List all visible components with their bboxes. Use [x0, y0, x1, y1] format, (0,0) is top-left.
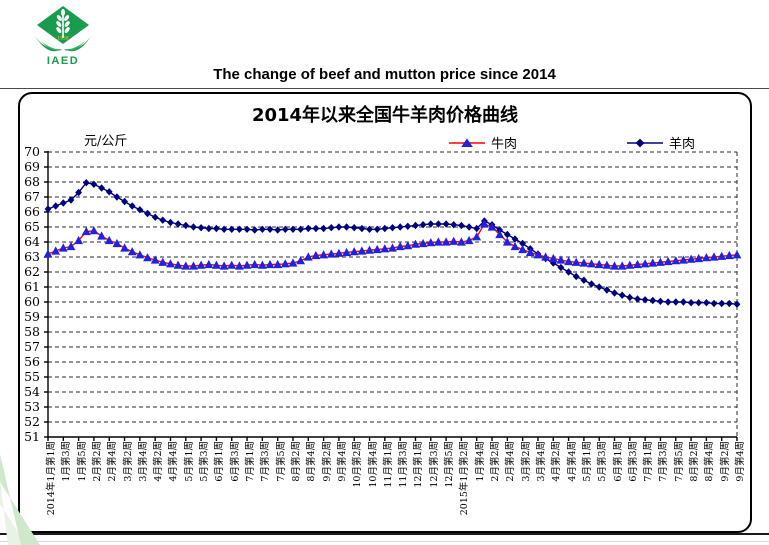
y-axis-label: 68: [24, 174, 40, 189]
x-axis-label: 5月第3周: [199, 441, 211, 482]
legend-item-beef: 牛肉: [448, 133, 517, 152]
x-axis-label: 12月第1周: [413, 441, 425, 488]
y-axis-label: 55: [24, 369, 40, 384]
x-axis-label: 6月第1周: [214, 441, 226, 482]
x-axis-label: 7月第5周: [275, 441, 287, 482]
x-axis-label: 11月第1周: [382, 441, 394, 488]
x-axis-label: 5月第1周: [581, 441, 593, 482]
beef-series-markers: [43, 219, 742, 270]
x-axis-label: 4月第4周: [566, 441, 578, 482]
y-axis-label: 51: [24, 429, 40, 444]
x-axis-label: 4月第4周: [168, 441, 180, 482]
corner-leaf-decoration-icon: [0, 454, 40, 545]
x-axis-label: 4月第2周: [551, 441, 563, 482]
y-axis-label: 57: [24, 339, 40, 354]
y-axis-label: 56: [24, 354, 40, 369]
x-axis-label: 10月第2周: [352, 441, 364, 488]
chart-frame: [18, 92, 752, 533]
svg-text:1958: 1958: [57, 36, 69, 42]
x-axis-label: 3月第2周: [520, 441, 532, 482]
x-axis-label: 7月第1周: [245, 441, 257, 482]
x-axis-label: 7月第5周: [673, 441, 685, 482]
page-title: The change of beef and mutton price sinc…: [213, 66, 556, 83]
x-axis-label: 11月第3周: [398, 441, 410, 488]
x-axis-label: 1月第5周: [76, 441, 88, 482]
x-axis-label: 9月第2周: [719, 441, 731, 482]
x-axis-label: 6月第3周: [229, 441, 241, 482]
y-axis-label: 54: [24, 384, 40, 399]
footer-rule-light: [0, 541, 769, 542]
legend-item-mutton: 羊肉: [626, 133, 695, 152]
y-axis-label: 60: [24, 294, 40, 309]
x-axis-label: 3月第2周: [122, 441, 134, 482]
y-axis-label: 52: [24, 414, 40, 429]
x-axis-label: 9月第4周: [336, 441, 348, 482]
y-axis-label: 67: [24, 189, 40, 204]
x-axis-label: 2月第4周: [107, 441, 119, 482]
x-axis-label: 3月第4周: [137, 441, 149, 482]
x-axis-label: 3月第4周: [535, 441, 547, 482]
y-axis-label: 63: [24, 249, 40, 264]
x-axis-label: 6月第1周: [612, 441, 624, 482]
y-axis-label: 69: [24, 159, 40, 174]
footer-rule: [0, 533, 769, 535]
x-axis-label: 7月第3周: [658, 441, 670, 482]
x-axis-label: 2月第4周: [505, 441, 517, 482]
x-axis-label: 8月第4周: [306, 441, 318, 482]
x-axis-label: 6月第3周: [627, 441, 639, 482]
y-axis-label: 62: [24, 264, 40, 279]
legend-label-beef: 牛肉: [491, 137, 518, 152]
x-axis-label: 8月第2周: [290, 441, 302, 482]
x-axis-label: 1月第4周: [474, 441, 486, 482]
y-axis-label: 61: [24, 279, 40, 294]
wheat-emblem-icon: 1958: [35, 6, 91, 52]
x-axis-label: 2月第2周: [490, 441, 502, 482]
y-axis-label: 70: [24, 144, 40, 159]
x-axis-label: 12月第3周: [428, 441, 440, 488]
y-axis-label: 66: [24, 204, 40, 219]
x-axis-label: 7月第3周: [260, 441, 272, 482]
y-axis-label: 64: [24, 234, 40, 249]
mutton-legend-marker-icon: [627, 138, 663, 147]
x-axis-label: 2015年1月第2周: [459, 441, 471, 516]
x-axis-label: 7月第1周: [643, 441, 655, 482]
logo-text: IAED: [47, 55, 79, 67]
x-axis-label: 5月第1周: [183, 441, 195, 482]
x-axis-label: 8月第4周: [704, 441, 716, 482]
x-axis-label: 12月第5周: [444, 441, 456, 488]
legend-label-mutton: 羊肉: [669, 137, 696, 152]
x-axis-label: 9月第2周: [321, 441, 333, 482]
header-rule: [0, 88, 769, 89]
x-axis-label: 10月第4周: [367, 441, 379, 488]
iaed-logo: 1958 IAED: [35, 6, 91, 67]
y-axis-label: 58: [24, 324, 40, 339]
plot-svg: [43, 151, 742, 441]
y-axis-label: 53: [24, 399, 40, 414]
y-axis-unit-label: 元/公斤: [84, 134, 128, 149]
x-axis-label: 8月第2周: [689, 441, 701, 482]
x-axis-label: 9月第4周: [735, 441, 746, 482]
x-axis-label: 5月第3周: [597, 441, 609, 482]
y-axis-label: 65: [24, 219, 40, 234]
y-axis-label: 59: [24, 309, 40, 324]
x-axis-label: 2月第2周: [91, 441, 103, 482]
beef-legend-marker-icon: [449, 137, 485, 147]
chart-title: 2014年以来全国牛羊肉价格曲线: [251, 105, 519, 126]
x-axis-label: 4月第2周: [153, 441, 165, 482]
